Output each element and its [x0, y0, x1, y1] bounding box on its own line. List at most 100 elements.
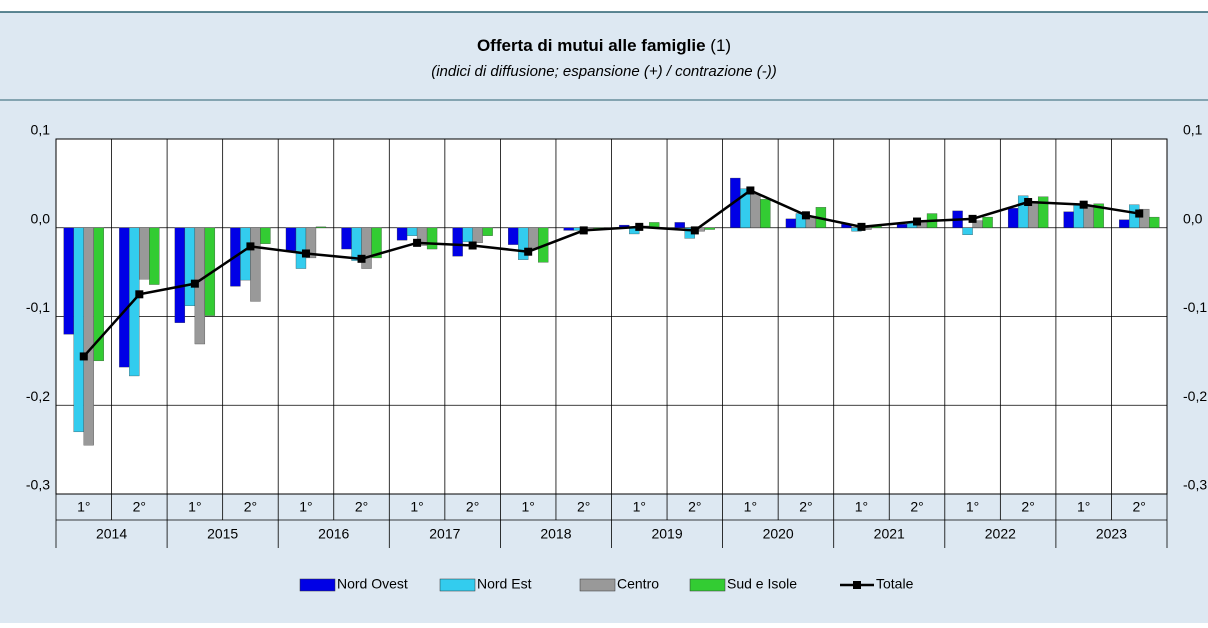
line-marker — [579, 226, 588, 235]
x-tick-label: 1° — [966, 499, 979, 515]
bar — [250, 227, 261, 302]
y2-tick-label: -0,1 — [1183, 299, 1207, 315]
y2-tick-label: 0,0 — [1183, 210, 1203, 226]
x-tick-label: 2° — [355, 499, 368, 515]
x-tick-label: 2° — [577, 499, 590, 515]
line-marker — [1024, 198, 1033, 207]
line — [82, 189, 1140, 358]
x-tick-label: 1° — [188, 499, 201, 515]
bar — [704, 227, 715, 230]
x-tick-label: 2° — [466, 499, 479, 515]
year-label: 2016 — [318, 526, 349, 542]
bar — [674, 222, 685, 228]
year-label: 2017 — [429, 526, 460, 542]
bar — [472, 227, 483, 243]
bar — [482, 227, 493, 236]
year-label: 2018 — [540, 526, 571, 542]
y-tick-label: -0,3 — [26, 477, 50, 493]
bar — [119, 227, 130, 368]
line-marker — [468, 241, 477, 250]
line-marker — [301, 249, 310, 258]
bar — [396, 227, 408, 241]
bar — [750, 193, 761, 228]
legend-swatch — [299, 578, 336, 592]
line-marker — [524, 247, 533, 256]
legend-swatch — [689, 578, 726, 592]
x-tick-label: 2° — [1021, 499, 1034, 515]
x-tick-label: 1° — [633, 499, 646, 515]
legend-label: Totale — [876, 576, 914, 592]
bar — [785, 218, 797, 228]
bar — [1119, 219, 1130, 228]
bar — [260, 227, 271, 244]
line-marker — [1079, 200, 1088, 209]
legend-swatch — [579, 578, 616, 592]
line-marker — [801, 211, 810, 220]
bar — [896, 224, 908, 228]
y2-tick-label: -0,3 — [1183, 477, 1207, 493]
bar — [341, 227, 352, 250]
x-tick-label: 2° — [133, 499, 146, 515]
line-marker — [635, 222, 644, 231]
year-label: 2020 — [763, 526, 794, 542]
legend-label: Centro — [617, 576, 659, 592]
bar — [139, 227, 150, 280]
x-tick-label: 1° — [855, 499, 868, 515]
bar — [1007, 208, 1019, 228]
bar — [184, 227, 196, 306]
bar — [285, 227, 297, 251]
year-label: 2023 — [1096, 526, 1127, 542]
y-tick-label: -0,1 — [26, 299, 50, 315]
x-tick-label: 2° — [688, 499, 701, 515]
line-marker — [913, 217, 922, 226]
bar — [1037, 196, 1049, 228]
bar — [149, 227, 160, 285]
bar — [63, 227, 74, 335]
bar — [528, 227, 539, 250]
bar — [371, 227, 382, 259]
bar — [760, 199, 771, 228]
bar — [462, 227, 473, 243]
bar — [315, 226, 327, 228]
legend-swatch — [439, 578, 476, 592]
legend-marker — [853, 581, 861, 589]
bar — [174, 227, 186, 323]
x-tick-label: 1° — [521, 499, 534, 515]
line-marker — [246, 242, 255, 251]
bar — [1083, 206, 1094, 228]
year-label: 2014 — [96, 526, 127, 542]
bar — [426, 227, 438, 250]
line-marker — [413, 238, 422, 247]
bar — [962, 227, 973, 235]
x-tick-label: 1° — [410, 499, 423, 515]
line-marker — [190, 279, 199, 288]
year-label: 2022 — [985, 526, 1016, 542]
x-tick-label: 1° — [77, 499, 90, 515]
x-tick-label: 1° — [299, 499, 312, 515]
bar — [1063, 211, 1074, 228]
line-marker — [135, 290, 144, 299]
line-marker — [690, 226, 699, 235]
line-marker — [746, 186, 755, 195]
line-marker — [857, 222, 866, 231]
line-marker — [357, 254, 366, 263]
bar — [982, 216, 993, 228]
year-label: 2019 — [651, 526, 682, 542]
legend-label: Nord Est — [477, 576, 532, 592]
bar — [240, 227, 251, 281]
bar — [452, 227, 463, 257]
y-tick-label: 0,1 — [31, 122, 51, 138]
bar — [1149, 216, 1160, 228]
bar — [83, 227, 94, 446]
line-marker — [79, 352, 88, 361]
year-label: 2015 — [207, 526, 238, 542]
subtitle: (indici di diffusione; espansione (+) / … — [431, 63, 777, 80]
line-marker — [1135, 209, 1144, 218]
bar — [295, 227, 307, 269]
bar — [1093, 203, 1104, 228]
bar — [73, 227, 84, 433]
x-tick-label: 2° — [799, 499, 812, 515]
y2-tick-label: 0,1 — [1183, 122, 1203, 138]
x-tick-label: 1° — [744, 499, 757, 515]
year-label: 2021 — [874, 526, 905, 542]
